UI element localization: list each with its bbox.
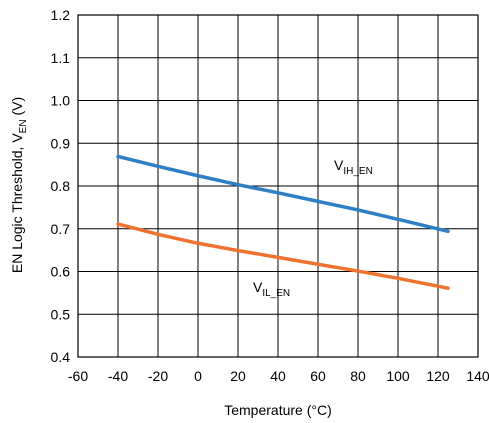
x-tick-label: 20 <box>230 368 246 384</box>
tick-labels: -60 -40 -20 0 20 40 60 80 100 120 140 0.4 0.5 0.6 0.7 0… <box>51 7 489 384</box>
x-tick-label: 120 <box>426 368 450 384</box>
x-tick-label: -20 <box>148 368 168 384</box>
y-tick-label: 0.7 <box>51 221 71 237</box>
y-axis-label-main: EN Logic Threshold, V <box>9 133 25 273</box>
x-tick-label: 140 <box>466 368 489 384</box>
series-lines <box>116 154 450 290</box>
y-axis-label-sub: EN <box>18 119 29 133</box>
x-tick-label: -60 <box>68 368 88 384</box>
x-tick-label: 100 <box>386 368 410 384</box>
y-tick-label: 0.6 <box>51 264 71 280</box>
annotation-vil-sub: IL_EN <box>262 288 290 299</box>
y-tick-label: 1.2 <box>51 7 71 23</box>
series-line-vih-en <box>116 154 450 234</box>
annotation-vih-sub: IH_EN <box>343 166 372 177</box>
y-tick-label: 1.0 <box>51 93 71 109</box>
grid-lines <box>77 14 479 358</box>
y-tick-label: 0.4 <box>51 349 71 365</box>
x-tick-label: 80 <box>350 368 366 384</box>
x-axis-label: Temperature (°C) <box>224 402 332 418</box>
annotation-vih-main: V <box>334 157 344 173</box>
y-tick-label: 0.5 <box>51 306 71 322</box>
plot-frame <box>77 14 479 358</box>
y-tick-label: 0.9 <box>51 135 71 151</box>
y-tick-label: 1.1 <box>51 50 71 66</box>
x-tick-label: -40 <box>108 368 128 384</box>
annotation-vih-en: VIH_EN <box>334 157 373 177</box>
y-tick-label: 0.8 <box>51 178 71 194</box>
x-tick-label: 60 <box>310 368 326 384</box>
x-tick-label: 40 <box>270 368 286 384</box>
y-axis-label-unit: (V) <box>9 97 25 120</box>
x-tick-label: 0 <box>194 368 202 384</box>
series-line-vil-en <box>116 222 450 290</box>
annotation-vil-main: V <box>253 279 263 295</box>
annotation-vil-en: VIL_EN <box>253 279 290 299</box>
y-axis-label: EN Logic Threshold, VEN (V) <box>9 97 29 273</box>
